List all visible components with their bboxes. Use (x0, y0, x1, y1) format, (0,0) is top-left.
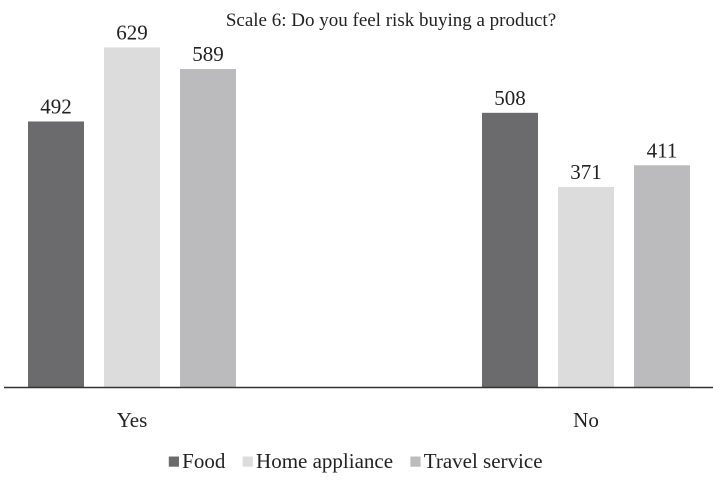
chart-title: Scale 6: Do you feel risk buying a produ… (226, 10, 556, 31)
bar-yes-home-appliance (104, 47, 160, 388)
bar-no-food (482, 112, 538, 388)
legend-item-food: ■ Food (167, 449, 225, 473)
value-label-yes-travel-service: 589 (192, 42, 224, 66)
legend-item-home-appliance: ■ Home appliance (241, 449, 393, 473)
legend: ■ Food ■ Home appliance ■ Travel service (167, 449, 542, 473)
legend-swatch-food: ■ (167, 449, 180, 473)
value-label-no-travel-service: 411 (647, 138, 678, 162)
value-label-yes-home-appliance: 629 (116, 20, 148, 44)
legend-swatch-travel-service: ■ (409, 449, 422, 473)
value-label-no-home-appliance: 371 (570, 160, 602, 184)
x-tick-labels: Yes No (117, 408, 599, 432)
x-tick-label-yes: Yes (117, 408, 148, 432)
legend-label-home-appliance: Home appliance (256, 449, 393, 473)
legend-label-food: Food (182, 449, 226, 473)
bar-yes-food (28, 121, 84, 388)
value-label-yes-food: 492 (40, 94, 72, 118)
bar-no-home-appliance (558, 186, 614, 388)
legend-label-travel-service: Travel service (424, 449, 543, 473)
bars-layer (28, 47, 690, 388)
legend-item-travel-service: ■ Travel service (409, 449, 542, 473)
x-tick-label-no: No (573, 408, 599, 432)
legend-swatch-home-appliance: ■ (241, 449, 254, 473)
value-labels-layer: 492 629 589 508 371 411 (40, 20, 677, 184)
bar-no-travel-service (634, 165, 690, 388)
bar-yes-travel-service (180, 69, 236, 388)
value-label-no-food: 508 (494, 86, 526, 110)
